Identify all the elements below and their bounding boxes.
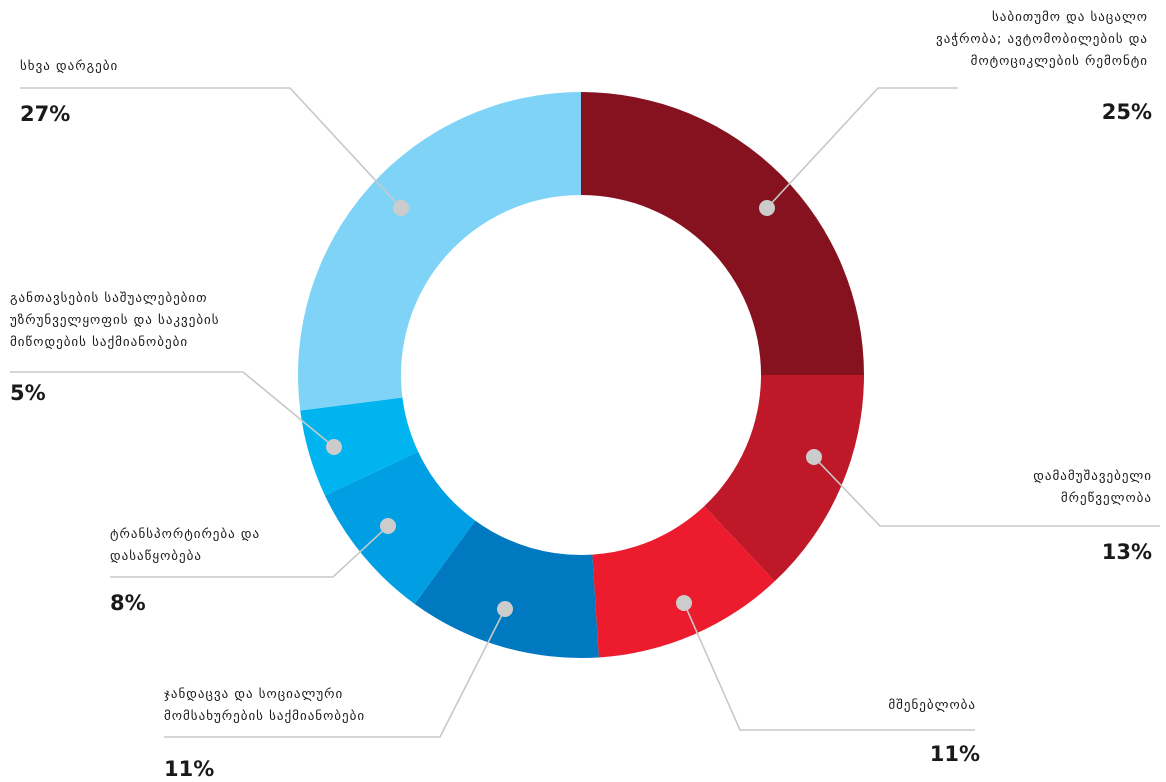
leader-line-6 [20, 87, 402, 209]
slice-value-accommodation: 5% [10, 381, 46, 405]
leader-line-0 [766, 87, 958, 209]
label-line: განთავსების საშუალებებით [10, 291, 208, 306]
leader-line-4 [110, 525, 389, 578]
slice-marker-6 [393, 200, 409, 216]
slice-marker-4 [380, 518, 396, 534]
slice-marker-1 [806, 449, 822, 465]
label-line: მიწოდების საქმიანობები [10, 335, 189, 350]
slice-value-other: 27% [20, 102, 71, 126]
label-line: უზრუნველყოფის და საკვების [10, 313, 220, 328]
donut-slice-6 [298, 92, 581, 411]
slice-value-manufacturing: 13% [1101, 540, 1152, 564]
label-line: მოტოციკლების რემონტი [970, 54, 1148, 69]
slice-label-manufacturing: დამამუშავებელი მრეწველობა [1033, 466, 1152, 510]
donut-slice-5 [300, 397, 419, 496]
slice-label-health: ჯანდაცვა და სოციალური მომსახურების საქმი… [164, 684, 365, 728]
slice-marker-3 [497, 601, 513, 617]
slice-label-accommodation: განთავსების საშუალებებით უზრუნველყოფის დ… [10, 288, 220, 354]
donut-slices [298, 92, 864, 658]
donut-slice-1 [704, 375, 864, 582]
donut-slice-0 [581, 92, 864, 375]
slice-markers [326, 200, 822, 617]
slice-value-health: 11% [164, 757, 215, 781]
label-line: ტრანსპორტირება და [110, 527, 261, 542]
label-line: დასაწყობება [110, 549, 202, 564]
leader-lines [10, 87, 1160, 738]
label-line: ვაჭრობა; ავტომობილების და [936, 32, 1148, 47]
label-line: დამამუშავებელი [1033, 469, 1152, 484]
slice-marker-2 [676, 595, 692, 611]
leader-line-3 [164, 608, 506, 738]
label-line: მშენებლობა [888, 698, 976, 713]
label-line: მრეწველობა [1060, 491, 1152, 506]
slice-marker-5 [326, 439, 342, 455]
label-line: სხვა დარგები [20, 59, 119, 74]
slice-label-transport: ტრანსპორტირება და დასაწყობება [110, 524, 260, 568]
slice-label-wholesale-retail: საბითუმო და საცალო ვაჭრობა; ავტომობილები… [936, 7, 1148, 73]
slice-marker-0 [759, 200, 775, 216]
label-line: ჯანდაცვა და სოციალური [164, 687, 344, 702]
slice-label-construction: მშენებლობა [888, 695, 976, 717]
donut-slice-4 [324, 451, 476, 604]
slice-label-other: სხვა დარგები [20, 56, 118, 78]
label-line: მომსახურების საქმიანობები [164, 709, 366, 724]
donut-slice-3 [414, 520, 599, 658]
leader-line-1 [813, 456, 1160, 527]
slice-value-construction: 11% [929, 742, 980, 766]
slice-value-wholesale-retail: 25% [1101, 100, 1152, 124]
leader-line-2 [683, 602, 975, 731]
leader-line-5 [10, 371, 335, 448]
label-line: საბითუმო და საცალო [991, 10, 1148, 25]
donut-slice-2 [592, 506, 775, 658]
slice-value-transport: 8% [110, 591, 146, 615]
